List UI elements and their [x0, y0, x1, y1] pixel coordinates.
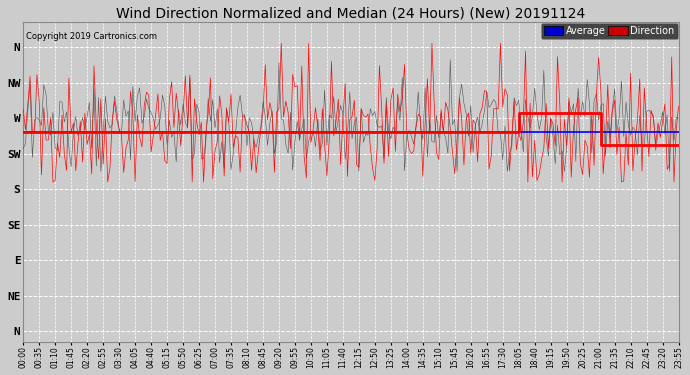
Legend: Average, Direction: Average, Direction — [541, 23, 678, 39]
Title: Wind Direction Normalized and Median (24 Hours) (New) 20191124: Wind Direction Normalized and Median (24… — [116, 7, 586, 21]
Text: Copyright 2019 Cartronics.com: Copyright 2019 Cartronics.com — [26, 32, 157, 41]
